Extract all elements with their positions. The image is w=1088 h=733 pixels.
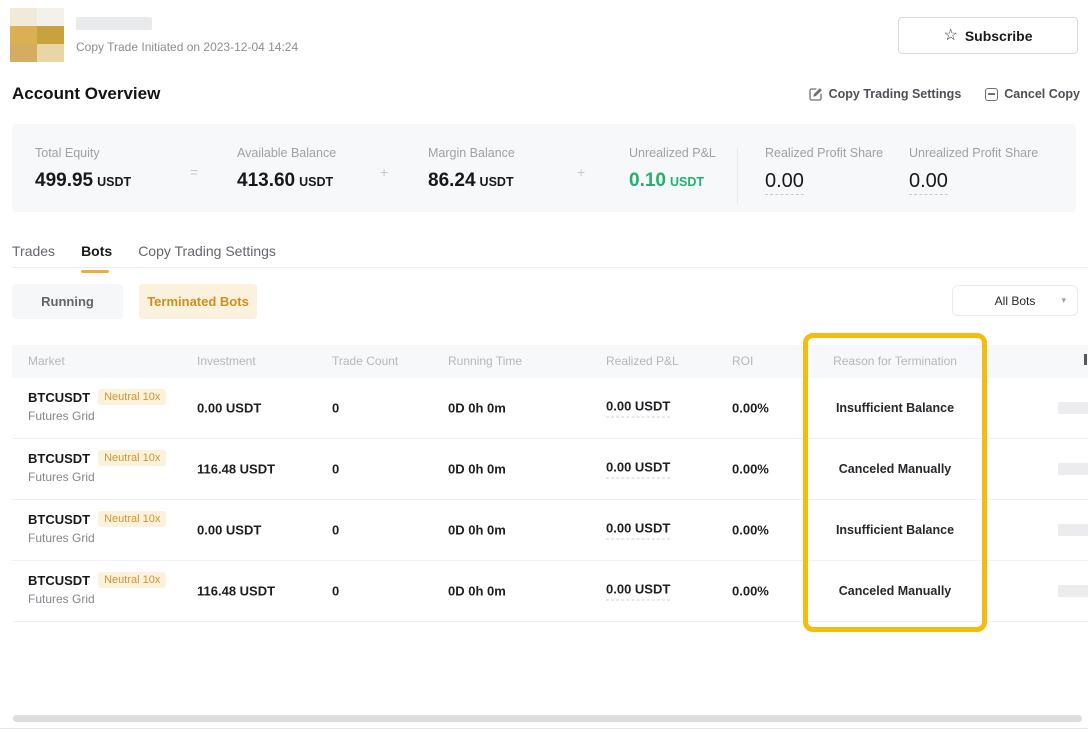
main-tabs: Trades Bots Copy Trading Settings [12, 243, 276, 273]
table-row[interactable]: BTCUSDT Neutral 10x Futures Grid 0.00 US… [12, 500, 1088, 561]
running-time-cell: 0D 0h 0m [448, 522, 506, 538]
leverage-badge: Neutral 10x [98, 572, 167, 588]
stat-unrealized-pnl: Unrealized P&L 0.10 USDT [629, 146, 716, 191]
subscribe-label: Subscribe [964, 27, 1033, 44]
market-cell: BTCUSDT Neutral 10x Futures Grid [28, 450, 167, 484]
plus-sign: + [380, 164, 389, 180]
realized-pnl-cell: 0.00 USDT [606, 582, 671, 601]
equals-sign: = [190, 164, 199, 180]
trade-count-cell: 0 [332, 522, 340, 538]
investment-cell: 116.48 USDT [197, 461, 276, 477]
market-symbol: BTCUSDT [28, 572, 91, 588]
termination-reason-cell: Canceled Manually [838, 584, 952, 598]
copy-trading-settings-button[interactable]: Copy Trading Settings [808, 87, 962, 101]
table-row[interactable]: BTCUSDT Neutral 10x Futures Grid 116.48 … [12, 439, 1088, 500]
running-time-cell: 0D 0h 0m [448, 461, 506, 477]
subscribe-button[interactable]: ☆ Subscribe [898, 17, 1078, 54]
termination-reason-cell: Insufficient Balance [835, 523, 955, 537]
plus-sign: + [577, 164, 586, 180]
market-symbol: BTCUSDT [28, 511, 91, 527]
investment-cell: 116.48 USDT [197, 583, 276, 599]
investment-cell: 0.00 USDT [197, 522, 262, 538]
redacted-action [1058, 402, 1088, 414]
market-symbol: BTCUSDT [28, 389, 91, 405]
col-roi: ROI [732, 354, 754, 368]
star-icon: ☆ [943, 26, 958, 44]
leverage-badge: Neutral 10x [98, 450, 167, 466]
roi-cell: 0.00% [732, 522, 769, 538]
strategy-type: Futures Grid [28, 531, 95, 545]
market-cell: BTCUSDT Neutral 10x Futures Grid [28, 572, 167, 606]
all-bots-dropdown[interactable]: All Bots ▾ [952, 285, 1078, 316]
clipped-column-header [1084, 354, 1087, 365]
terminated-bots-table: BTCUSDT Neutral 10x Futures Grid 0.00 US… [12, 378, 1088, 622]
redacted-action [1058, 585, 1088, 597]
bottom-divider [0, 728, 1088, 729]
strategy-type: Futures Grid [28, 592, 95, 606]
leverage-badge: Neutral 10x [98, 511, 167, 527]
horizontal-scrollbar[interactable] [13, 715, 1082, 722]
roi-cell: 0.00% [732, 583, 769, 599]
all-bots-selected-value: All Bots [994, 293, 1036, 308]
realized-pnl-cell: 0.00 USDT [606, 460, 671, 479]
page-title: Account Overview [12, 84, 161, 103]
redacted-action [1058, 463, 1088, 475]
subtab-running[interactable]: Running [12, 284, 123, 319]
investment-cell: 0.00 USDT [197, 400, 262, 416]
running-time-cell: 0D 0h 0m [448, 400, 506, 416]
stat-total-equity: Total Equity 499.95 USDT [35, 146, 132, 191]
running-time-cell: 0D 0h 0m [448, 583, 506, 599]
termination-reason-cell: Insufficient Balance [835, 401, 955, 415]
redacted-action [1058, 524, 1088, 536]
stat-realized-profit-share: Realized Profit Share 0.00 [765, 146, 883, 195]
edit-icon [808, 87, 823, 101]
leverage-badge: Neutral 10x [98, 389, 167, 405]
market-cell: BTCUSDT Neutral 10x Futures Grid [28, 511, 167, 545]
col-reason-for-termination: Reason for Termination [833, 354, 957, 368]
table-row[interactable]: BTCUSDT Neutral 10x Futures Grid 116.48 … [12, 561, 1088, 622]
cancel-copy-button[interactable]: Cancel Copy [985, 87, 1080, 101]
trader-avatar [10, 8, 64, 62]
copy-trading-settings-label: Copy Trading Settings [828, 87, 962, 101]
trade-count-cell: 0 [332, 583, 340, 599]
stat-unrealized-profit-share: Unrealized Profit Share 0.00 [909, 146, 1038, 195]
strategy-type: Futures Grid [28, 409, 95, 423]
strategy-type: Futures Grid [28, 470, 95, 484]
tab-trades[interactable]: Trades [12, 243, 56, 259]
col-running-time: Running Time [448, 354, 523, 368]
minus-square-icon [985, 87, 999, 101]
market-cell: BTCUSDT Neutral 10x Futures Grid [28, 389, 167, 423]
chevron-down-icon: ▾ [1061, 295, 1066, 305]
subtab-terminated-bots[interactable]: Terminated Bots [139, 284, 257, 319]
trade-count-cell: 0 [332, 400, 340, 416]
overview-actions: Copy Trading Settings Cancel Copy [808, 87, 1080, 101]
redacted-trader-name [76, 17, 152, 30]
stats-divider [737, 148, 738, 204]
cancel-copy-label: Cancel Copy [1004, 87, 1080, 101]
copy-trade-initiated-text: Copy Trade Initiated on 2023-12-04 14:24 [76, 40, 299, 54]
col-realized-pnl: Realized P&L [606, 354, 679, 368]
stat-margin-balance: Margin Balance 86.24 USDT [428, 146, 515, 191]
stat-available-balance: Available Balance 413.60 USDT [237, 146, 337, 191]
table-row[interactable]: BTCUSDT Neutral 10x Futures Grid 0.00 US… [12, 378, 1088, 439]
col-trade-count: Trade Count [332, 354, 399, 368]
tab-bots[interactable]: Bots [81, 243, 112, 273]
roi-cell: 0.00% [732, 461, 769, 477]
realized-pnl-cell: 0.00 USDT [606, 399, 671, 418]
realized-pnl-cell: 0.00 USDT [606, 521, 671, 540]
account-stats-bar: Total Equity 499.95 USDT = Available Bala… [12, 124, 1076, 212]
col-market: Market [28, 354, 65, 368]
trade-count-cell: 0 [332, 461, 340, 477]
col-investment: Investment [197, 354, 256, 368]
table-header: Market Investment Trade Count Running Ti… [12, 345, 1088, 378]
roi-cell: 0.00% [732, 400, 769, 416]
tabs-divider [12, 267, 1088, 268]
market-symbol: BTCUSDT [28, 450, 91, 466]
termination-reason-cell: Canceled Manually [838, 462, 952, 476]
tab-copy-trading-settings[interactable]: Copy Trading Settings [138, 243, 276, 259]
